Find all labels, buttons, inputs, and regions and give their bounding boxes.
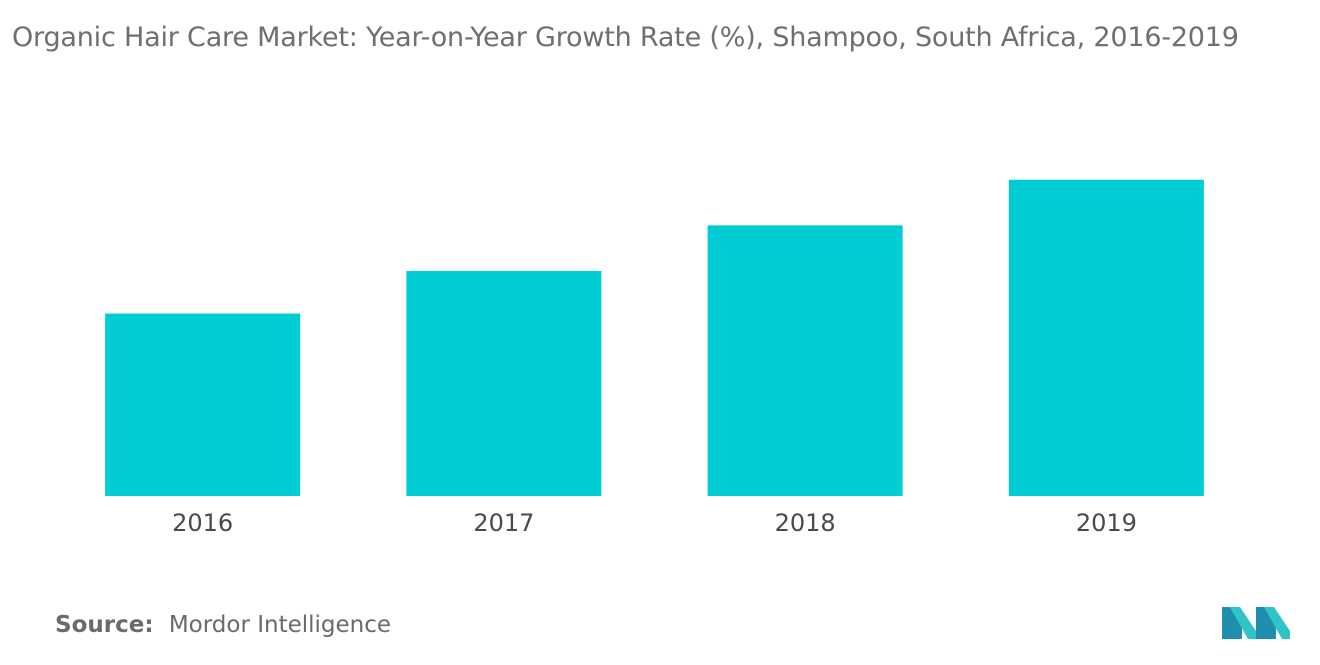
- bar-2019: [1008, 179, 1204, 496]
- bar-2018: [707, 225, 903, 496]
- x-tick-label-2017: 2017: [473, 509, 534, 537]
- mordor-intelligence-logo-icon: [1222, 607, 1290, 639]
- bar-2016: [105, 313, 301, 496]
- x-axis-tick-labels: 2016 2017 2018 2019: [172, 509, 1137, 537]
- source-line: Source: Mordor Intelligence: [55, 612, 391, 638]
- x-tick-label-2019: 2019: [1076, 509, 1137, 537]
- chart-title: Organic Hair Care Market: Year-on-Year G…: [12, 22, 1239, 53]
- bar-2017: [406, 270, 602, 496]
- x-tick-label-2018: 2018: [775, 509, 836, 537]
- source-value: Mordor Intelligence: [168, 612, 392, 638]
- x-tick-label-2016: 2016: [172, 509, 233, 537]
- source-label: Source:: [55, 612, 154, 638]
- bars-group: [105, 179, 1204, 496]
